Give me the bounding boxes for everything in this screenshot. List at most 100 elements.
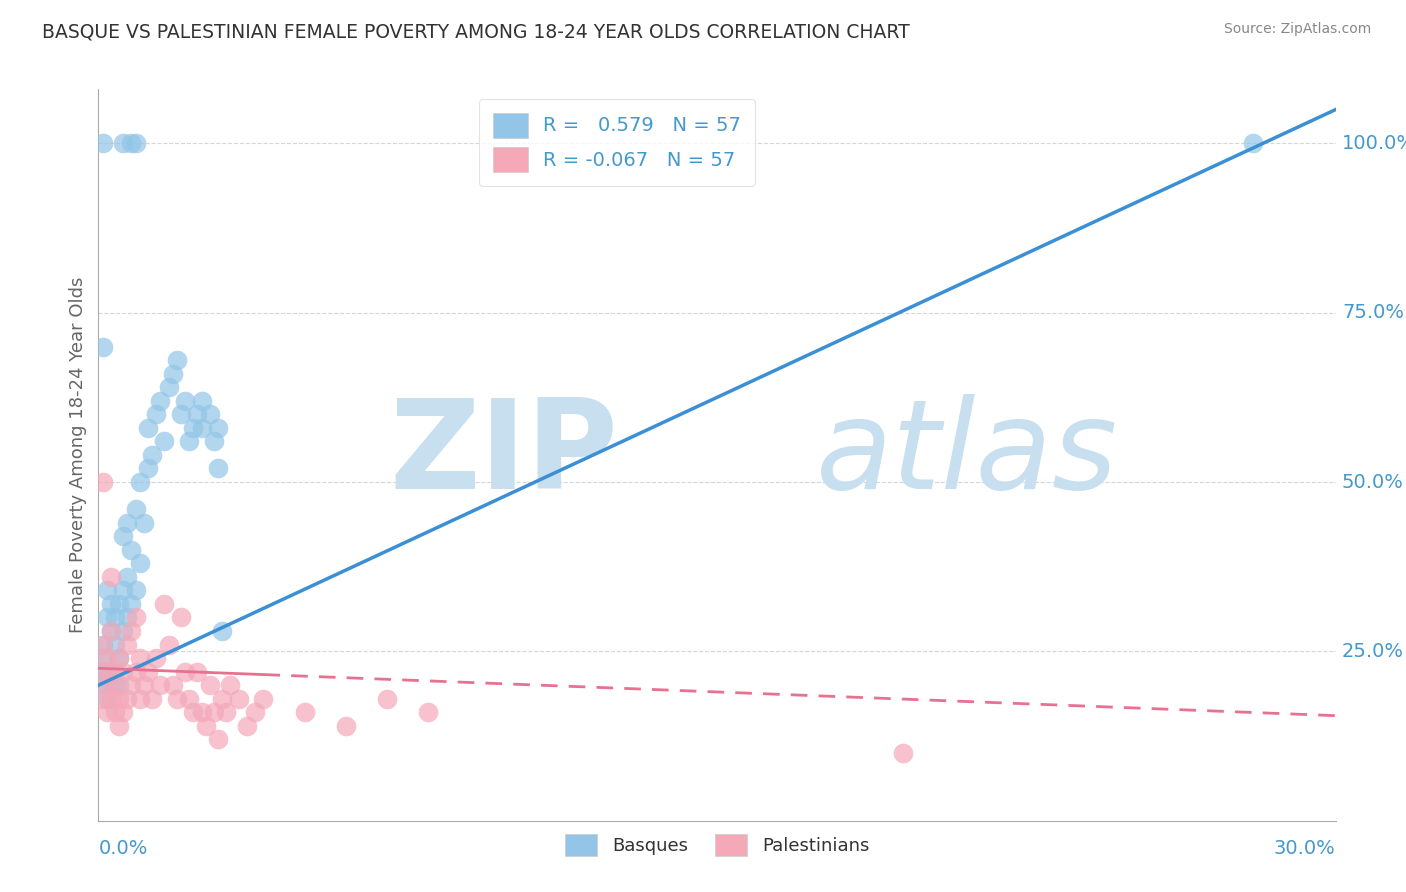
- Point: [124, 502, 146, 516]
- Text: BASQUE VS PALESTINIAN FEMALE POVERTY AMONG 18-24 YEAR OLDS CORRELATION CHART: BASQUE VS PALESTINIAN FEMALE POVERTY AMO…: [42, 22, 910, 41]
- Point: [335, 719, 357, 733]
- Point: [117, 638, 139, 652]
- Point: [104, 638, 127, 652]
- Point: [211, 624, 233, 638]
- Point: [100, 570, 122, 584]
- Point: [149, 678, 172, 692]
- Point: [100, 691, 122, 706]
- Text: 30.0%: 30.0%: [1274, 838, 1336, 858]
- Point: [194, 719, 217, 733]
- Point: [170, 610, 193, 624]
- Point: [128, 475, 150, 489]
- Point: [91, 691, 114, 706]
- Point: [104, 610, 127, 624]
- Point: [141, 691, 163, 706]
- Point: [100, 597, 122, 611]
- Point: [198, 678, 221, 692]
- Point: [136, 421, 159, 435]
- Point: [117, 570, 139, 584]
- Point: [124, 610, 146, 624]
- Text: 100.0%: 100.0%: [1341, 134, 1406, 153]
- Point: [108, 678, 131, 692]
- Point: [174, 393, 197, 408]
- Point: [145, 407, 167, 421]
- Point: [132, 678, 155, 692]
- Point: [91, 136, 114, 151]
- Point: [124, 583, 146, 598]
- Point: [112, 706, 135, 720]
- Point: [179, 434, 201, 449]
- Point: [153, 597, 176, 611]
- Point: [207, 461, 229, 475]
- Point: [124, 136, 146, 151]
- Point: [153, 434, 176, 449]
- Point: [207, 732, 229, 747]
- Point: [100, 665, 122, 679]
- Point: [120, 624, 142, 638]
- Text: 75.0%: 75.0%: [1341, 303, 1403, 322]
- Point: [181, 706, 204, 720]
- Point: [96, 678, 118, 692]
- Text: 50.0%: 50.0%: [1341, 473, 1403, 491]
- Point: [91, 638, 114, 652]
- Point: [112, 529, 135, 543]
- Point: [202, 434, 225, 449]
- Point: [91, 475, 114, 489]
- Point: [228, 691, 250, 706]
- Text: atlas: atlas: [815, 394, 1118, 516]
- Point: [236, 719, 259, 733]
- Point: [117, 516, 139, 530]
- Legend: Basques, Palestinians: Basques, Palestinians: [558, 826, 876, 863]
- Point: [149, 393, 172, 408]
- Text: 25.0%: 25.0%: [1341, 642, 1403, 661]
- Point: [108, 651, 131, 665]
- Text: 0.0%: 0.0%: [98, 838, 148, 858]
- Point: [166, 691, 188, 706]
- Point: [243, 706, 266, 720]
- Point: [128, 651, 150, 665]
- Point: [108, 597, 131, 611]
- Point: [157, 638, 180, 652]
- Point: [91, 665, 114, 679]
- Point: [215, 706, 238, 720]
- Point: [100, 678, 122, 692]
- Point: [117, 691, 139, 706]
- Point: [120, 136, 142, 151]
- Point: [186, 407, 208, 421]
- Point: [145, 651, 167, 665]
- Point: [190, 393, 212, 408]
- Point: [108, 719, 131, 733]
- Point: [104, 706, 127, 720]
- Point: [141, 448, 163, 462]
- Point: [120, 542, 142, 557]
- Y-axis label: Female Poverty Among 18-24 Year Olds: Female Poverty Among 18-24 Year Olds: [69, 277, 87, 633]
- Point: [128, 691, 150, 706]
- Point: [104, 678, 127, 692]
- Point: [120, 597, 142, 611]
- Point: [112, 136, 135, 151]
- Point: [91, 651, 114, 665]
- Point: [96, 583, 118, 598]
- Point: [202, 706, 225, 720]
- Point: [136, 665, 159, 679]
- Point: [124, 665, 146, 679]
- Point: [96, 610, 118, 624]
- Point: [181, 421, 204, 435]
- Point: [91, 340, 114, 354]
- Point: [190, 706, 212, 720]
- Point: [91, 638, 114, 652]
- Point: [219, 678, 242, 692]
- Point: [211, 691, 233, 706]
- Point: [179, 691, 201, 706]
- Point: [174, 665, 197, 679]
- Point: [162, 367, 184, 381]
- Point: [207, 421, 229, 435]
- Point: [418, 706, 440, 720]
- Point: [170, 407, 193, 421]
- Point: [190, 421, 212, 435]
- Point: [91, 665, 114, 679]
- Point: [128, 556, 150, 570]
- Point: [157, 380, 180, 394]
- Point: [96, 706, 118, 720]
- Point: [136, 461, 159, 475]
